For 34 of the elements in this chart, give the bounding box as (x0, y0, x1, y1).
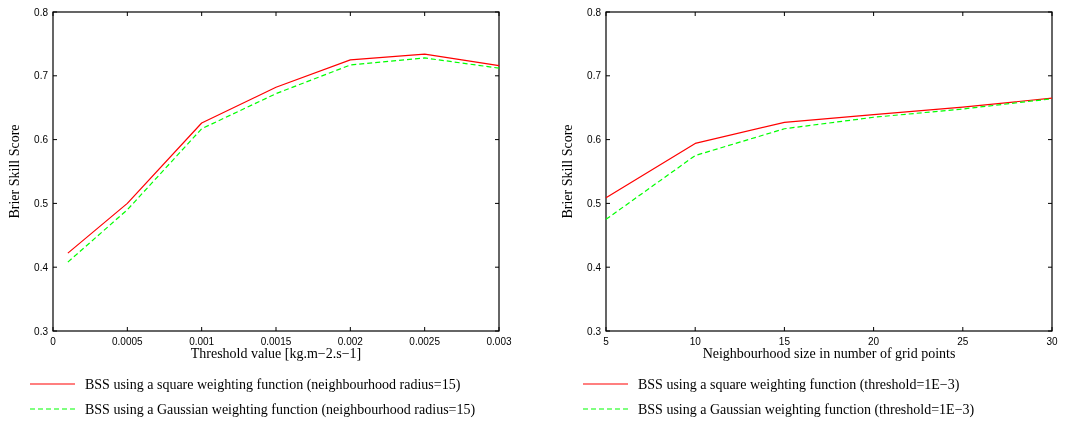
x-tick-label: 0.002 (337, 336, 364, 347)
y-tick-label: 0.8 (587, 6, 602, 18)
x-tick-label: 0.0015 (260, 336, 292, 347)
y-tick-label: 0.7 (34, 70, 49, 82)
x-tick-label: 0.003 (486, 336, 512, 347)
x-tick-label: 0.0025 (409, 336, 441, 347)
y-tick-label: 0.8 (34, 6, 49, 18)
line-series (605, 97, 1053, 199)
y-tick-label: 0.7 (587, 70, 602, 82)
y-tick-label: 0.3 (587, 325, 602, 337)
x-tick-label: 0.0005 (112, 336, 144, 347)
legend-label: BSS using a Gaussian weighting function (neighbourhood radius=15) (85, 402, 476, 418)
x-tick-label: 0.001 (189, 336, 215, 347)
x-tick-label: 5 (603, 336, 610, 347)
y-tick-label: 0.6 (34, 134, 49, 146)
y-tick-label: 0.3 (34, 325, 49, 337)
x-tick-label: 0 (50, 336, 57, 347)
x-axis-title: Threshold value [kg.m−2.s−1] (190, 346, 362, 361)
y-tick-label: 0.6 (587, 134, 602, 146)
y-tick-label: 0.5 (587, 197, 602, 209)
legend-label: BSS using a square weighting function (neighbourhood radius=15) (85, 377, 461, 393)
y-tick-label: 0.4 (587, 261, 602, 273)
y-axis-title: Brier Skill Score (560, 124, 575, 219)
x-tick-label: 15 (778, 336, 791, 347)
y-tick-label: 0.5 (34, 197, 49, 209)
x-axis-title: Neighbourhood size in number of grid points (702, 346, 956, 361)
legend-label: BSS using a Gaussian weighting function (threshold=1E−3) (638, 402, 975, 418)
x-tick-label: 25 (957, 336, 969, 347)
x-tick-label: 20 (868, 336, 880, 347)
legend-label: BSS using a square weighting function (threshold=1E−3) (638, 377, 960, 393)
y-tick-label: 0.4 (34, 261, 49, 273)
y-axis-title: Brier Skill Score (7, 124, 22, 219)
x-tick-label: 10 (689, 336, 702, 347)
x-tick-label: 30 (1046, 336, 1058, 347)
